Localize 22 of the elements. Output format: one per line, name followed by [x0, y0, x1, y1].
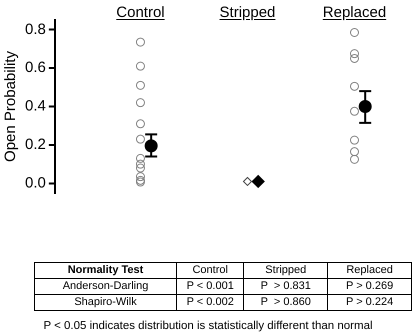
text: P > 0.269: [328, 278, 412, 294]
text: Normality Test: [34, 262, 177, 278]
y-tick-label: 0.6: [24, 59, 46, 76]
text: P > 0.224: [328, 294, 412, 310]
y-tick-label: 0.4: [24, 98, 46, 115]
x-tick-label: Control: [116, 4, 165, 21]
text: Control: [176, 262, 244, 278]
y-tick-label: 0.2: [24, 136, 46, 154]
text: P < 0.001: [176, 278, 244, 294]
y-axis-title: Open Probability: [2, 50, 20, 162]
text: P < 0.002: [176, 294, 244, 310]
y-tick-label: 0.0: [24, 174, 46, 192]
text: P > 0.831: [244, 278, 328, 294]
x-tick-label: Replaced: [322, 4, 386, 21]
text: P < 0.05 indicates distribution is statistically different than normal: [42, 320, 374, 333]
text: Replaced: [328, 262, 412, 278]
text: Anderson-Darling: [34, 278, 177, 294]
text: Stripped: [244, 262, 328, 278]
text: P > 0.860: [244, 294, 328, 310]
text: Shapiro-Wilk: [34, 294, 177, 310]
y-tick-label: 0.8: [24, 20, 46, 38]
x-tick-label: Stripped: [220, 4, 276, 21]
